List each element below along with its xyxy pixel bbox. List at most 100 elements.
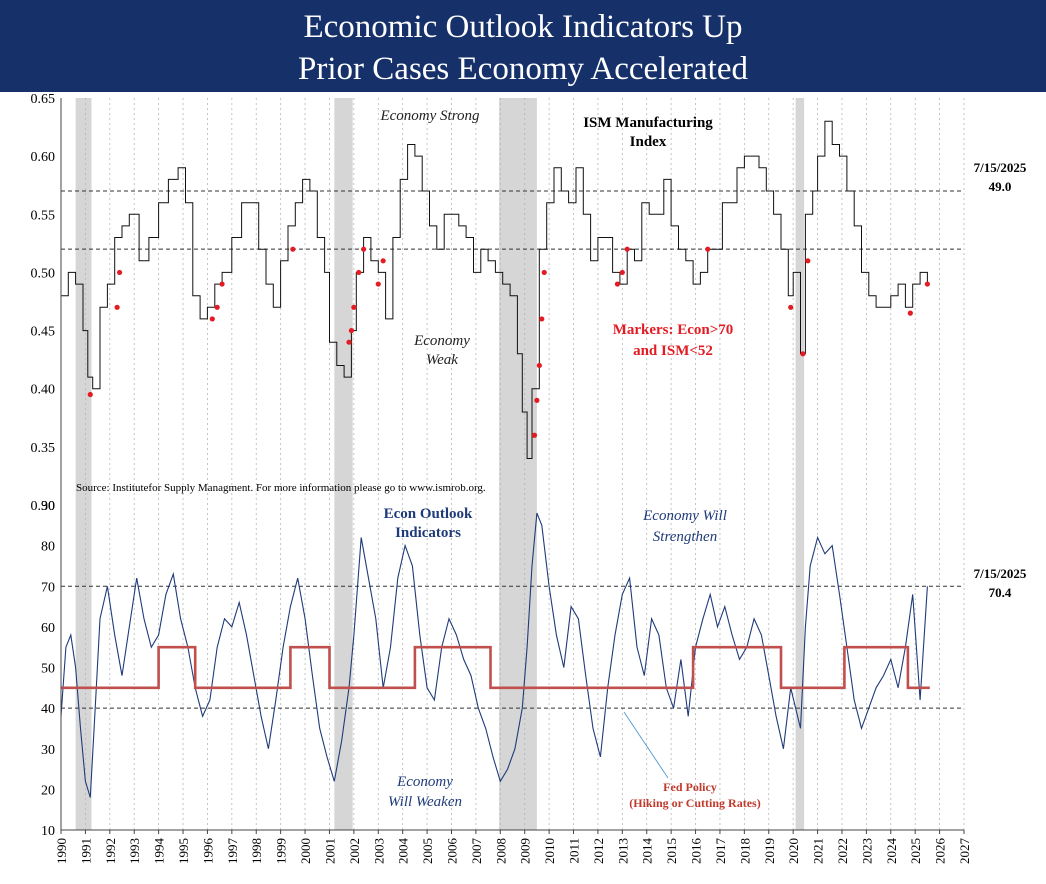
ism-marker-0 [87,391,93,398]
x-tick-label: 2020 [786,838,801,864]
ism-marker-7 [346,339,352,345]
ism-marker-24 [800,351,806,357]
ism-marker-13 [380,258,386,264]
x-tick-label: 2007 [469,838,484,865]
ism-marker-16 [536,362,542,369]
annotation-will-weaken-2: Will Weaken [388,794,462,810]
x-tick-label: 2015 [664,838,679,864]
x-tick-label: 1991 [78,838,93,864]
x-tick-label: 1997 [225,838,240,865]
econ-latest-date: 7/15/2025 [974,566,1027,581]
ism-y-tick-label: 0.30 [31,499,56,514]
x-tick-label: 2000 [298,838,313,864]
ism-marker-4 [214,304,220,310]
x-tick-label: 1999 [274,838,289,864]
econ-y-tick-label: 90 [41,499,55,514]
fed-policy-label-1: Fed Policy [663,780,717,794]
econ-outlook-title-line-2: Indicators [395,525,461,541]
ism-marker-20 [619,269,625,276]
ism-y-tick-label: 0.50 [31,266,56,281]
ism-marker-23 [788,304,794,310]
x-tick-label: 2021 [811,838,826,864]
x-tick-label: 2026 [933,838,948,865]
ism-marker-17 [539,316,545,322]
x-tick-label: 2024 [884,838,899,865]
annotation-economy-weak-1: Economy [413,333,470,349]
x-tick-label: 2022 [835,838,850,864]
chart-title-line-2: Prior Cases Economy Accelerated [298,51,748,87]
ism-marker-3 [209,316,215,322]
ism-marker-points [87,246,930,438]
x-tick-label: 1990 [54,838,69,864]
econ-y-tick-label: 10 [41,824,55,839]
ism-title-line-2: Index [630,134,667,150]
x-tick-label: 2025 [908,838,923,864]
fed-policy-pointer [623,711,669,779]
chart-title-line-1: Economic Outlook Indicators Up [303,9,743,45]
ism-y-tick-label: 0.55 [31,208,56,223]
x-tick-label: 2010 [542,838,557,864]
ism-title-line-1: ISM Manufacturing [583,115,713,131]
x-tick-label: 1993 [127,838,142,864]
econ-y-tick-label: 40 [41,702,55,717]
ism-latest-value: 49.0 [989,179,1012,194]
ism-marker-26 [907,310,913,316]
x-tick-label: 1996 [200,838,215,865]
x-tick-label: 2012 [591,838,606,864]
ism-marker-22 [705,246,711,252]
ism-marker-19 [614,281,621,287]
annotation-economy-weak-2: Weak [426,352,458,368]
ism-latest-date: 7/15/2025 [974,160,1027,175]
x-tick-label: 2011 [567,838,582,864]
econ-y-tick-label: 70 [41,580,55,595]
ism-marker-11 [361,246,367,252]
x-tick-label: 1994 [152,838,167,865]
ism-marker-21 [624,246,630,252]
ism-marker-5 [219,281,225,287]
ism-marker-18 [541,269,547,276]
x-tick-label: 2001 [322,838,337,864]
source-note: Source: Institutefor Supply Managment. F… [76,482,486,494]
ism-marker-27 [924,281,930,287]
x-tick-label: 2027 [957,838,972,865]
econ-y-tick-label: 80 [41,540,55,555]
x-tick-label: 2017 [713,838,728,865]
x-tick-label: 2016 [689,838,704,865]
series-lines [60,120,930,798]
ism-marker-2 [116,269,123,276]
ism-marker-25 [805,258,811,264]
x-tick-label: 1995 [176,838,191,864]
ism-marker-15 [534,397,540,403]
x-tick-label: 1992 [103,838,118,864]
annotation-economy-strong: Economy Strong [379,108,480,124]
ism-series-line [61,120,928,459]
recession-band-2 [499,98,537,830]
recession-band-3 [795,98,805,830]
ism-marker-6 [290,246,296,252]
ism-marker-9 [351,304,357,310]
ism-y-tick-label: 0.40 [31,383,56,398]
x-tick-label: 2009 [518,838,533,864]
ism-y-tick-label: 0.35 [31,441,56,456]
ism-marker-12 [375,281,381,287]
x-tick-label: 2006 [444,838,459,865]
econ-outlook-title-line-1: Econ Outlook [384,506,473,522]
econ-outlook-series-line [60,512,928,798]
ism-marker-14 [531,432,538,438]
x-tick-label: 2002 [347,838,362,864]
markers-note-1: Markers: Econ>70 [613,322,734,338]
annotation-will-strengthen-1: Economy Will [642,508,727,524]
econ-y-tick-label: 30 [41,743,55,758]
ism-marker-10 [356,269,362,276]
ism-marker-8 [348,327,355,334]
ism-marker-1 [114,304,120,310]
recession-band-1 [334,98,353,830]
x-tick-label: 2013 [615,838,630,864]
econ-y-tick-label: 50 [41,662,55,677]
x-tick-label: 2003 [371,838,386,864]
recession-band-0 [75,98,92,830]
x-tick-label: 2018 [737,838,752,864]
chart-title-banner: Economic Outlook Indicators Up Prior Cas… [0,0,1046,92]
